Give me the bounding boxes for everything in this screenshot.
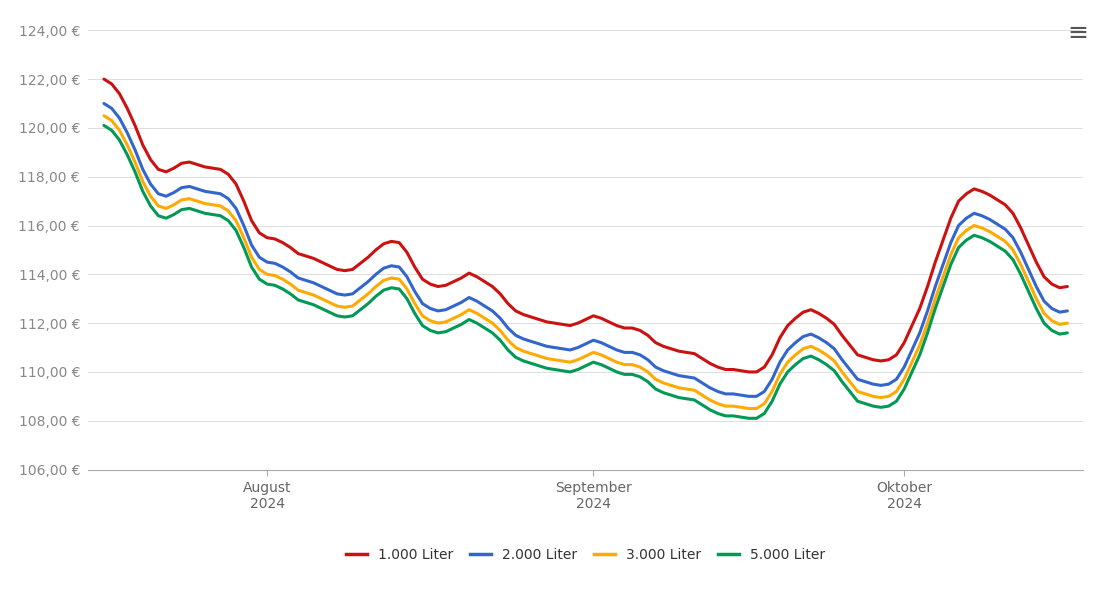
5.000 Liter bbox=[97, 122, 110, 129]
3.000 Liter bbox=[913, 341, 926, 349]
1.000 Liter bbox=[323, 262, 336, 269]
Line: 1.000 Liter: 1.000 Liter bbox=[104, 79, 1067, 372]
3.000 Liter bbox=[1007, 246, 1020, 253]
Line: 5.000 Liter: 5.000 Liter bbox=[104, 125, 1067, 418]
3.000 Liter bbox=[743, 405, 756, 412]
3.000 Liter bbox=[323, 299, 336, 306]
2.000 Liter bbox=[1007, 234, 1020, 241]
3.000 Liter bbox=[346, 302, 359, 309]
5.000 Liter bbox=[1061, 329, 1074, 337]
2.000 Liter bbox=[323, 287, 336, 294]
1.000 Liter bbox=[1061, 283, 1074, 290]
Legend: 1.000 Liter, 2.000 Liter, 3.000 Liter, 5.000 Liter: 1.000 Liter, 2.000 Liter, 3.000 Liter, 5… bbox=[347, 548, 824, 562]
5.000 Liter bbox=[695, 402, 708, 409]
3.000 Liter bbox=[695, 391, 708, 399]
Line: 3.000 Liter: 3.000 Liter bbox=[104, 116, 1067, 409]
3.000 Liter bbox=[936, 273, 949, 281]
2.000 Liter bbox=[346, 290, 359, 297]
2.000 Liter bbox=[1061, 307, 1074, 314]
5.000 Liter bbox=[1007, 256, 1020, 263]
Line: 2.000 Liter: 2.000 Liter bbox=[104, 104, 1067, 396]
2.000 Liter bbox=[743, 393, 756, 400]
2.000 Liter bbox=[913, 329, 926, 337]
1.000 Liter bbox=[913, 305, 926, 312]
1.000 Liter bbox=[695, 355, 708, 362]
3.000 Liter bbox=[97, 112, 110, 119]
1.000 Liter bbox=[346, 266, 359, 273]
2.000 Liter bbox=[695, 379, 708, 386]
1.000 Liter bbox=[936, 237, 949, 244]
1.000 Liter bbox=[1007, 209, 1020, 217]
2.000 Liter bbox=[936, 261, 949, 268]
1.000 Liter bbox=[743, 368, 756, 376]
5.000 Liter bbox=[913, 351, 926, 358]
2.000 Liter bbox=[97, 100, 110, 107]
5.000 Liter bbox=[346, 312, 359, 320]
5.000 Liter bbox=[936, 283, 949, 290]
1.000 Liter bbox=[97, 75, 110, 82]
5.000 Liter bbox=[743, 415, 756, 422]
5.000 Liter bbox=[323, 309, 336, 316]
Text: ≡: ≡ bbox=[1067, 21, 1088, 45]
3.000 Liter bbox=[1061, 320, 1074, 327]
